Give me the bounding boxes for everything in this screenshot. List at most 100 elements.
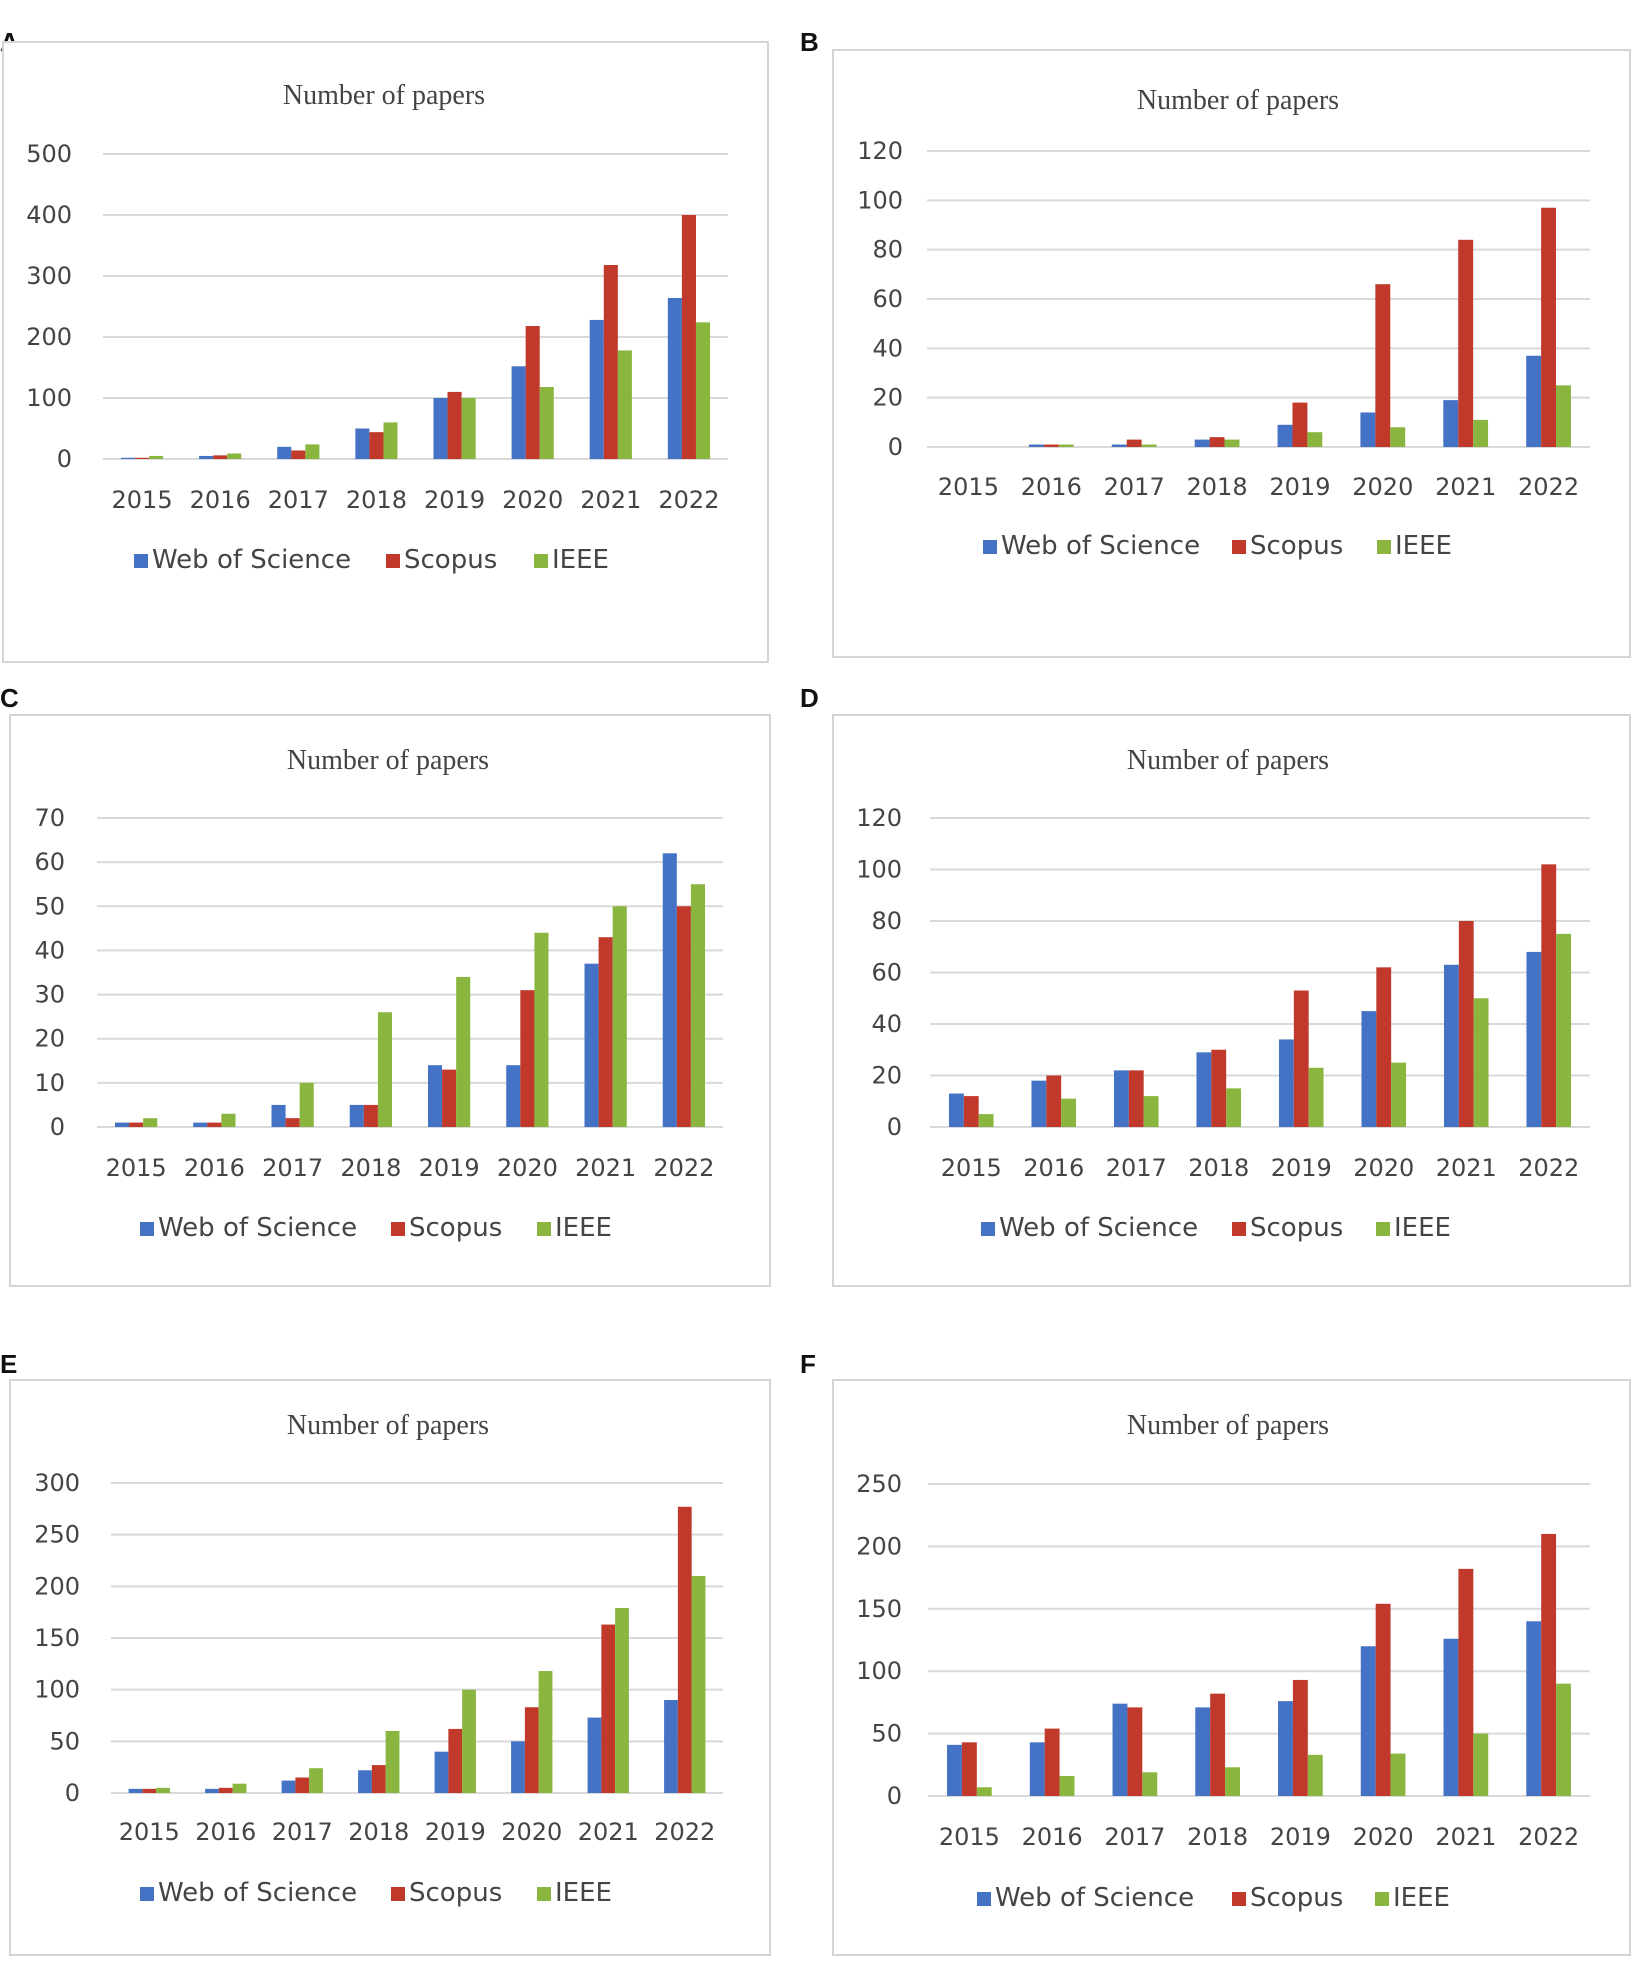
legend-label: Web of Science <box>1001 531 1200 561</box>
y-tick-label: 60 <box>34 848 65 876</box>
legend-swatch <box>1375 1892 1389 1906</box>
chart-frame <box>9 1379 771 1956</box>
chart-title: Number of papers <box>287 745 489 776</box>
bar-scopus-2021 <box>1458 1568 1474 1796</box>
bar-ieee-2015 <box>143 1118 158 1127</box>
legend-swatch <box>1376 1222 1390 1236</box>
x-tick-label: 2015 <box>938 473 999 501</box>
y-tick-label: 300 <box>34 1469 80 1497</box>
bar-web-of-science-2022 <box>1526 355 1542 447</box>
bar-web-of-science-2022 <box>662 853 677 1127</box>
bar-web-of-science-2018 <box>1194 439 1210 447</box>
bar-web-of-science-2018 <box>349 1104 364 1127</box>
y-tick-label: 250 <box>856 1470 902 1498</box>
bar-ieee-2022 <box>1556 385 1571 447</box>
bar-scopus-2020 <box>1375 1603 1391 1796</box>
bar-scopus-2019 <box>1292 402 1308 447</box>
legend-swatch <box>983 540 997 554</box>
bar-scopus-2022 <box>677 1506 692 1793</box>
chart-title: Number of papers <box>283 80 485 111</box>
legend-swatch <box>391 1222 405 1236</box>
y-tick-label: 20 <box>871 1062 902 1090</box>
legend-label: IEEE <box>1393 1883 1450 1913</box>
x-tick-label: 2021 <box>1436 1154 1497 1182</box>
x-tick-label: 2018 <box>340 1154 401 1182</box>
x-tick-label: 2019 <box>1269 473 1330 501</box>
bar-ieee-2022 <box>695 322 711 459</box>
bar-ieee-2018 <box>377 1012 393 1127</box>
y-tick-label: 0 <box>50 1113 65 1141</box>
panel-a: ANumber of papers01002003004005002015201… <box>0 27 769 663</box>
bar-ieee-2019 <box>1307 432 1323 447</box>
bar-ieee-2019 <box>1308 1067 1324 1127</box>
bar-scopus-2016 <box>207 1122 222 1127</box>
x-tick-label: 2016 <box>190 486 251 514</box>
bar-web-of-science-2017 <box>1112 1703 1128 1796</box>
legend-swatch <box>981 1222 995 1236</box>
bar-ieee-2016 <box>221 1113 236 1127</box>
x-tick-label: 2022 <box>1518 1154 1579 1182</box>
bar-scopus-2015 <box>135 457 150 459</box>
bar-ieee-2016 <box>232 1783 247 1793</box>
bar-ieee-2017 <box>299 1082 314 1127</box>
panel-e: E Number of papers 0 50 100 150 200 250 300 2015 2… <box>0 1349 771 1956</box>
bar-web-of-science-2019 <box>433 398 448 459</box>
bar-web-of-science-2015 <box>947 1744 962 1796</box>
x-tick-label: 2020 <box>1353 1154 1414 1182</box>
x-tick-label: 2017 <box>1104 1823 1165 1851</box>
bar-web-of-science-2020 <box>506 1065 521 1127</box>
bar-web-of-science-2016 <box>1029 1742 1045 1796</box>
y-tick-label: 150 <box>34 1624 80 1652</box>
x-tick-label: 2020 <box>501 1818 562 1846</box>
legend-label: Web of Science <box>995 1883 1194 1913</box>
bar-ieee-2016 <box>1061 1098 1077 1127</box>
y-tick-label: 300 <box>26 262 72 290</box>
y-tick-label: 0 <box>888 433 903 461</box>
legend-label: IEEE <box>552 545 609 575</box>
y-tick-label: 120 <box>856 804 902 832</box>
x-tick-label: 2015 <box>119 1818 180 1846</box>
bar-web-of-science-2020 <box>511 1741 525 1793</box>
panel-label: D <box>800 683 819 713</box>
bar-ieee-2021 <box>1473 1733 1489 1796</box>
panel-f: F Number of papers 0 50 100 150 200 250 2015 2016… <box>800 1349 1631 1956</box>
legend-swatch <box>977 1892 991 1906</box>
legend-label: IEEE <box>555 1213 612 1243</box>
x-tick-label: 2019 <box>1270 1823 1331 1851</box>
bar-ieee-2018 <box>385 1731 400 1793</box>
y-tick-label: 200 <box>856 1532 902 1560</box>
y-tick-label: 50 <box>871 1720 902 1748</box>
y-tick-label: 10 <box>34 1069 65 1097</box>
y-tick-label: 0 <box>57 445 72 473</box>
bar-ieee-2019 <box>456 976 471 1127</box>
y-tick-label: 0 <box>65 1779 80 1807</box>
panel-b: B Number of papers 0 20 40 60 80 100 120 2015 2016… <box>800 27 1631 658</box>
x-tick-label: 2015 <box>106 1154 167 1182</box>
bar-scopus-2020 <box>1376 967 1392 1127</box>
bar-ieee-2021 <box>612 906 627 1127</box>
bar-scopus-2022 <box>681 215 696 459</box>
bar-web-of-science-2022 <box>1526 951 1542 1127</box>
y-tick-label: 40 <box>872 334 903 362</box>
x-tick-label: 2020 <box>1353 1823 1414 1851</box>
y-tick-label: 50 <box>49 1727 80 1755</box>
bar-web-of-science-2015 <box>120 457 136 459</box>
y-tick-label: 200 <box>26 323 72 351</box>
bar-web-of-science-2017 <box>281 1780 296 1793</box>
legend-swatch <box>140 1222 154 1236</box>
y-tick-label: 20 <box>34 1025 65 1053</box>
panel-label: F <box>800 1349 816 1379</box>
x-tick-label: 2016 <box>1023 1154 1084 1182</box>
legend-swatch <box>537 1222 551 1236</box>
bar-scopus-2016 <box>1046 1075 1062 1127</box>
bar-web-of-science-2016 <box>205 1788 219 1793</box>
bar-scopus-2022 <box>1541 1533 1557 1796</box>
bar-scopus-2016 <box>1043 444 1059 447</box>
panel-d: D Number of papers 0 20 40 60 80 100 120 2015 2016… <box>800 683 1631 1287</box>
legend-swatch <box>386 554 400 568</box>
legend-label: Scopus <box>409 1213 502 1243</box>
y-tick-label: 60 <box>872 285 903 313</box>
chart-frame <box>9 714 771 1287</box>
bar-ieee-2020 <box>539 387 554 459</box>
chart-frame <box>832 1379 1631 1956</box>
